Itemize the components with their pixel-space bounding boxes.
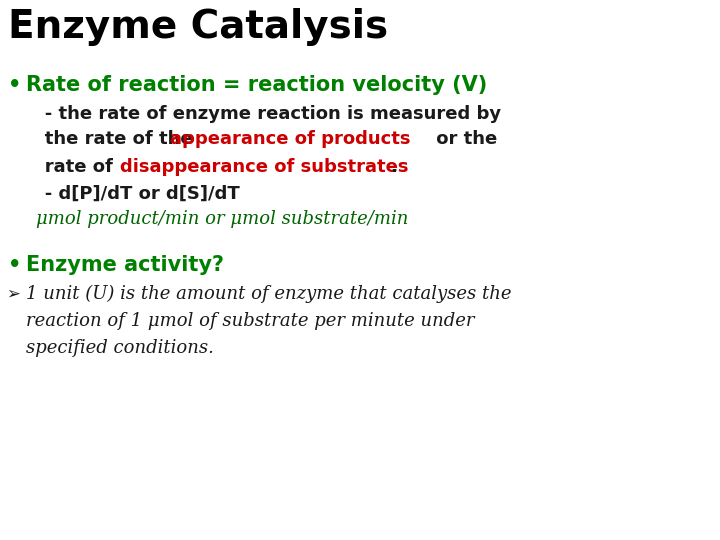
Text: specified conditions.: specified conditions. xyxy=(26,339,214,357)
Text: the rate of the: the rate of the xyxy=(26,130,199,148)
Text: Enzyme activity?: Enzyme activity? xyxy=(26,255,224,275)
Text: Enzyme Catalysis: Enzyme Catalysis xyxy=(8,8,388,46)
Text: •: • xyxy=(8,75,22,95)
Text: - d[P]/dT or d[S]/dT: - d[P]/dT or d[S]/dT xyxy=(26,185,240,203)
Text: disappearance of substrates: disappearance of substrates xyxy=(120,158,408,176)
Text: - the rate of enzyme reaction is measured by: - the rate of enzyme reaction is measure… xyxy=(26,105,501,123)
Text: 1 unit (U) is the amount of enzyme that catalyses the: 1 unit (U) is the amount of enzyme that … xyxy=(26,285,511,303)
Text: appearance of products: appearance of products xyxy=(170,130,410,148)
Text: or the: or the xyxy=(430,130,498,148)
Text: •: • xyxy=(8,255,22,275)
Text: reaction of 1 μmol of substrate per minute under: reaction of 1 μmol of substrate per minu… xyxy=(26,312,474,330)
Text: .: . xyxy=(390,158,397,176)
Text: Rate of reaction = reaction velocity (V): Rate of reaction = reaction velocity (V) xyxy=(26,75,487,95)
Text: rate of: rate of xyxy=(26,158,119,176)
Text: μmol product/min or μmol substrate/min: μmol product/min or μmol substrate/min xyxy=(36,210,408,228)
Text: ➢: ➢ xyxy=(6,285,20,303)
